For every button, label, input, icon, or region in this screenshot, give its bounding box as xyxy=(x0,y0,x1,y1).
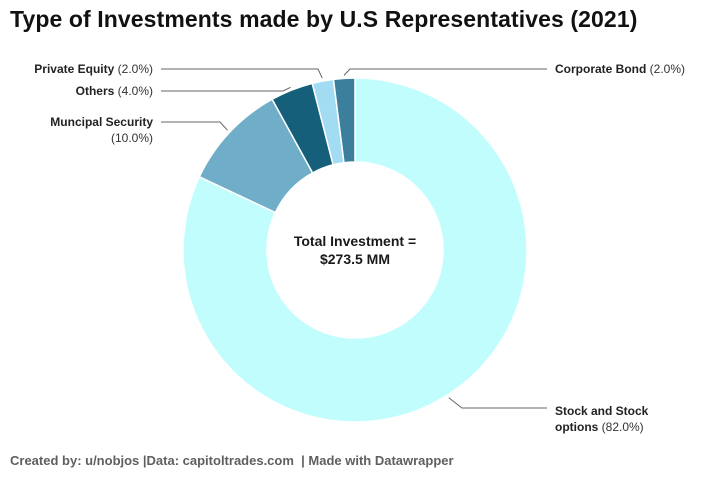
leader-line xyxy=(343,68,547,76)
leader-line xyxy=(161,121,228,131)
leader-lines xyxy=(161,68,547,409)
slice-label: Corporate Bond (2.0%) xyxy=(555,62,685,76)
donut-slices xyxy=(182,77,528,423)
slice-label: Private Equity (2.0%) xyxy=(34,62,153,76)
slice-label: Stock and Stock xyxy=(555,404,649,418)
footer-credits: Created by: u/nobjos |Data: capitoltrade… xyxy=(10,453,454,468)
slice-label: Others (4.0%) xyxy=(76,84,153,98)
slice-label: Muncipal Security xyxy=(50,115,153,129)
leader-line xyxy=(448,397,547,409)
leader-line xyxy=(161,68,323,79)
slice-corporate-bond xyxy=(332,77,356,164)
slice-percent: (10.0%) xyxy=(111,131,153,145)
leader-line xyxy=(161,86,291,92)
center-label-line-2: $273.5 MM xyxy=(320,251,390,267)
slice-stock-and-stock-options xyxy=(182,77,528,423)
chart-title: Type of Investments made by U.S Represen… xyxy=(10,6,638,32)
slice-label: options (82.0%) xyxy=(555,420,644,434)
slice-labels: Stock and Stock options (82.0%) Muncipal S… xyxy=(34,62,685,434)
center-label-line-1: Total Investment = xyxy=(294,233,416,249)
